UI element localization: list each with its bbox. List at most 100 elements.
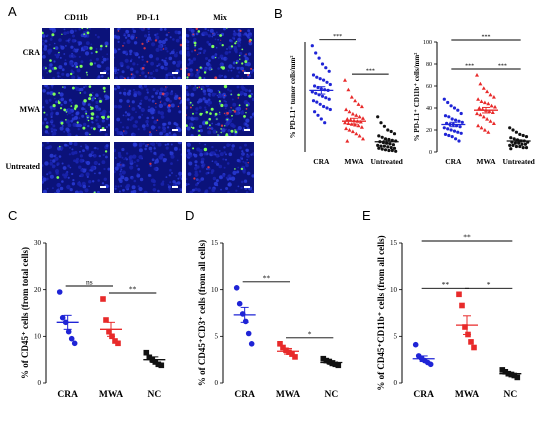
data-point [311, 73, 316, 77]
y-tick-label: 5 [394, 333, 398, 341]
data-point [320, 62, 325, 66]
data-point [328, 107, 332, 112]
data-point [449, 128, 453, 132]
panel-label-c: C [8, 208, 18, 223]
y-tick-label: 20 [34, 286, 42, 294]
data-point [524, 146, 529, 150]
y-tick-label: 0 [38, 379, 42, 387]
data-point [277, 341, 283, 347]
data-point [313, 110, 317, 114]
data-point [350, 111, 355, 116]
micrograph-mwa-cd11b [42, 85, 110, 136]
data-point [514, 374, 521, 381]
micrograph-cra-mix [186, 28, 254, 79]
data-point [245, 330, 252, 337]
data-point [359, 104, 364, 109]
category-label: MWA [476, 157, 496, 166]
data-point [491, 95, 496, 99]
data-point [485, 89, 490, 94]
data-point [459, 131, 463, 135]
data-point [490, 110, 495, 114]
data-point [106, 328, 112, 335]
data-point [326, 358, 333, 365]
data-point [412, 341, 419, 348]
data-point [377, 134, 381, 138]
data-point [475, 111, 479, 116]
data-point [488, 119, 493, 123]
data-point [446, 100, 450, 105]
data-point [68, 335, 75, 342]
data-point [329, 360, 336, 367]
data-point [457, 139, 461, 143]
data-point [518, 132, 522, 136]
data-point [318, 102, 322, 106]
data-point [320, 355, 327, 362]
data-point [344, 107, 349, 112]
data-point [310, 44, 314, 48]
data-point [524, 135, 529, 139]
data-point [356, 102, 361, 106]
data-point [311, 99, 316, 103]
category-label: CRA [57, 390, 78, 400]
data-point [446, 127, 450, 131]
data-point [462, 324, 468, 330]
data-point [382, 144, 386, 148]
data-point [509, 147, 513, 151]
data-point [379, 121, 383, 125]
micrograph-mwa-pdl1 [114, 85, 182, 136]
category-label: NC [147, 390, 161, 400]
y-tick-label: 80 [426, 62, 432, 68]
data-point [471, 344, 477, 351]
data-point [485, 117, 490, 121]
significance-label: *** [465, 64, 474, 70]
column-label-cd11b: CD11b [64, 13, 88, 22]
row-label-cra: CRA [22, 48, 40, 57]
chart-b2-pdl1-cd11b-cells: 0 20 40 60 80 100 % PD-L1⁺ CD11b⁺ cells/mm² CRA… [413, 35, 536, 167]
category-label: MWA [276, 390, 300, 400]
row-label-untreated: Untreated [5, 162, 40, 171]
data-point [324, 96, 328, 100]
data-point [481, 86, 486, 90]
data-point [482, 128, 487, 132]
column-label-pdl1: PD-L1 [136, 13, 160, 22]
data-point [452, 129, 457, 133]
data-point [447, 115, 451, 119]
data-point [357, 133, 362, 138]
data-point [322, 104, 326, 109]
data-point [344, 126, 349, 131]
panel-label-b: B [274, 6, 283, 21]
y-tick-label: 15 [390, 239, 398, 247]
chart-c-cd45-cells: 0 10 20 30 % of CD45⁺ cells (from total cell… [20, 239, 166, 400]
y-axis-label: % of CD45⁺ cells (from total cells) [20, 247, 30, 379]
scale-bar [100, 72, 106, 74]
data-point [486, 101, 491, 106]
data-point [353, 98, 358, 103]
data-point [322, 78, 326, 82]
panel-label-d: D [185, 208, 195, 223]
data-point [155, 361, 162, 368]
data-point [386, 128, 390, 132]
y-tick-label: 100 [423, 40, 432, 46]
significance-label: ** [442, 280, 450, 289]
category-label: NC [503, 390, 517, 400]
data-point [103, 317, 109, 323]
micrograph-mwa-mix [186, 85, 254, 136]
data-point [380, 147, 384, 151]
data-point [456, 108, 460, 112]
data-point [359, 125, 364, 129]
data-point [71, 340, 78, 347]
data-point [457, 119, 461, 123]
data-point [376, 143, 380, 147]
data-point [146, 354, 153, 361]
data-point [458, 125, 462, 129]
y-tick-label: 10 [34, 333, 42, 341]
data-point [286, 349, 292, 355]
y-tick-label: 20 [426, 128, 432, 134]
scale-bar [172, 129, 178, 131]
data-point [476, 123, 481, 128]
data-point [475, 73, 479, 77]
data-point [450, 135, 454, 139]
data-point [383, 137, 388, 141]
data-point [427, 361, 434, 368]
data-point [315, 100, 319, 104]
